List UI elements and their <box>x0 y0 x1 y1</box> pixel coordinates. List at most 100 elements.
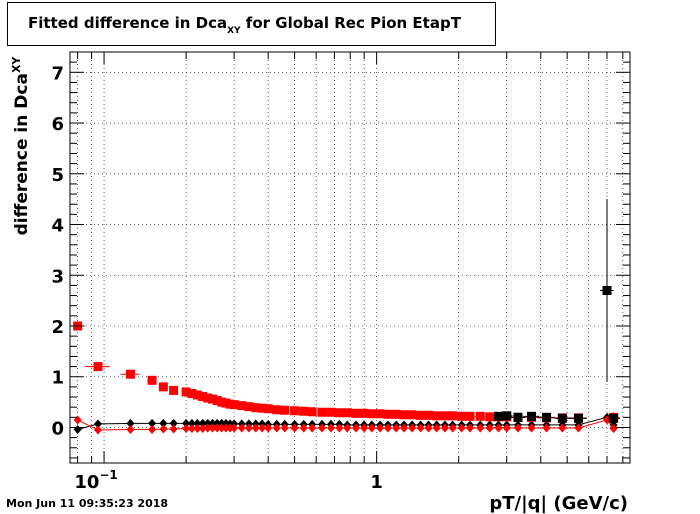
data-point <box>448 411 458 421</box>
data-point <box>182 418 191 428</box>
data-point <box>367 409 377 419</box>
data-point <box>573 413 583 423</box>
data-point <box>416 410 426 420</box>
title-suffix: for Global Rec Pion EtapT <box>240 14 461 32</box>
data-point <box>465 411 475 421</box>
y-axis-label-main: difference in Dca <box>12 73 32 235</box>
data-point <box>513 412 523 422</box>
data-point <box>213 423 222 433</box>
data-point <box>342 408 352 418</box>
data-point <box>609 423 618 433</box>
chart-title: Fitted difference in DcaXY for Global Re… <box>28 14 461 36</box>
data-point <box>326 423 335 433</box>
x-tick-label: 10−1 <box>74 468 117 493</box>
data-point <box>408 423 417 433</box>
data-point <box>93 425 102 435</box>
data-point <box>317 423 326 433</box>
data-point <box>392 423 401 433</box>
data-point <box>263 404 273 414</box>
y-axis-label: difference in DcaXY <box>10 56 32 236</box>
data-point <box>352 423 361 433</box>
series-3 <box>73 415 618 435</box>
data-point <box>148 418 157 428</box>
data-point <box>198 423 207 433</box>
y-tick-label: 3 <box>51 266 64 287</box>
data-point <box>557 413 567 423</box>
data-point <box>542 423 551 433</box>
data-point <box>485 423 494 433</box>
data-point <box>485 412 495 422</box>
data-point <box>159 424 168 434</box>
data-point <box>494 411 504 421</box>
x-axis-label: pT/|q| (GeV/c) <box>489 493 628 514</box>
data-point <box>169 385 179 395</box>
data-point <box>182 423 191 433</box>
data-point <box>475 411 485 421</box>
data-point <box>542 412 552 422</box>
axis-layer: 0 1 2 3 4 5 6 7 10−1 1 <box>51 51 630 493</box>
data-point <box>213 418 222 428</box>
data-point <box>237 401 247 411</box>
data-point <box>527 423 536 433</box>
data-point <box>217 423 226 433</box>
data-point <box>126 425 135 435</box>
data-point <box>125 369 135 379</box>
data-point <box>432 423 441 433</box>
data-point <box>272 423 281 433</box>
data-point <box>198 418 207 428</box>
data-point <box>203 393 213 403</box>
data-point <box>221 423 230 433</box>
data-point <box>440 411 450 421</box>
data-point <box>299 423 308 433</box>
y-axis-label-subscript: XY <box>10 56 23 73</box>
y-tick-label: 1 <box>51 368 64 389</box>
data-point <box>244 423 253 433</box>
data-point <box>574 423 583 433</box>
data-point <box>73 425 82 435</box>
data-point <box>375 409 385 419</box>
data-point <box>360 423 369 433</box>
data-point <box>193 423 202 433</box>
data-point <box>159 418 168 428</box>
data-point <box>244 402 254 412</box>
data-point <box>317 407 327 417</box>
data-point <box>198 392 208 402</box>
data-point <box>457 411 467 421</box>
data-point <box>299 406 309 416</box>
data-point <box>527 411 537 421</box>
data-point <box>432 411 442 421</box>
data-point <box>457 423 466 433</box>
data-point <box>558 423 567 433</box>
data-point <box>416 423 425 433</box>
data-point <box>73 415 82 425</box>
data-point <box>440 423 449 433</box>
title-box: Fitted difference in DcaXY for Global Re… <box>7 2 496 46</box>
grid-layer <box>70 52 630 463</box>
data-point <box>229 400 239 410</box>
timestamp: Mon Jun 11 09:35:23 2018 <box>6 497 169 510</box>
data-point <box>334 408 344 418</box>
y-tick-label: 0 <box>51 418 64 439</box>
data-point <box>307 407 317 417</box>
data-point <box>187 423 196 433</box>
data-point <box>383 423 392 433</box>
data-point <box>169 424 178 434</box>
series-0 <box>70 199 620 423</box>
y-tick-label: 4 <box>51 216 64 237</box>
data-point <box>351 408 361 418</box>
data-point <box>290 406 300 416</box>
data-point <box>217 418 226 428</box>
data-point <box>343 423 352 433</box>
data-point <box>476 423 485 433</box>
data-point <box>147 375 157 385</box>
data-point <box>203 423 212 433</box>
y-tick-label: 2 <box>51 317 64 338</box>
data-point <box>308 423 317 433</box>
data-point <box>230 423 239 433</box>
data-point <box>257 403 267 413</box>
data-point <box>169 418 178 428</box>
data-point <box>359 408 369 418</box>
data-point <box>192 390 202 400</box>
x-tick-label: 1 <box>370 472 383 493</box>
